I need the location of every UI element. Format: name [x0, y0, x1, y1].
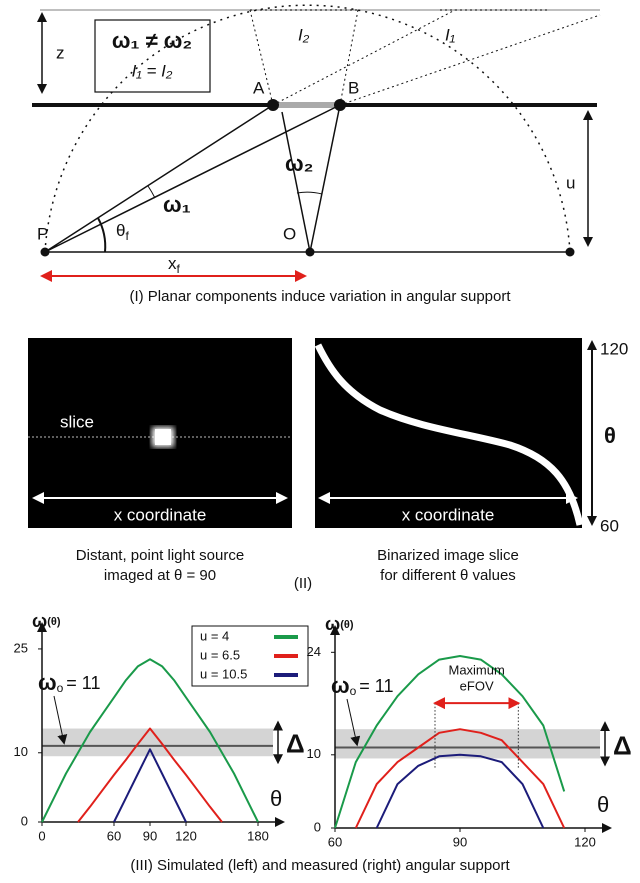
- value-text: = 11: [66, 673, 100, 693]
- delta-band: [42, 729, 273, 757]
- delta-label: Δ: [613, 730, 632, 760]
- caption-left-1: Distant, point light source: [76, 547, 244, 564]
- point-b: [334, 99, 346, 111]
- slice-label: slice: [60, 412, 94, 431]
- omega2-label: ω₂: [285, 151, 313, 176]
- y-tick-label: 24: [307, 644, 321, 659]
- x-axis-label: θ: [597, 792, 609, 817]
- y-tick-label: 0: [314, 819, 321, 834]
- value-text: = 11: [359, 676, 393, 696]
- z-label: z: [56, 43, 65, 62]
- part-2: slice x coordinate Distant, point light …: [28, 338, 628, 592]
- y-axis-label: ω(θ): [325, 614, 354, 634]
- y-tick-label: 10: [14, 744, 28, 759]
- caption-left-2: imaged at θ = 90: [104, 567, 216, 584]
- scale-top: 120: [600, 339, 628, 358]
- omega1-label: ω₁: [163, 192, 191, 217]
- legend-label: u = 6.5: [200, 647, 240, 662]
- series-line: [377, 755, 544, 828]
- u-label: u: [566, 173, 575, 192]
- symbol: ω: [331, 673, 350, 698]
- caption-right-2: for different θ values: [380, 567, 516, 584]
- subscript: o: [57, 681, 64, 695]
- symbol: θ: [116, 221, 125, 240]
- x-tick-label: 120: [175, 828, 197, 843]
- label-b: B: [348, 78, 359, 97]
- label-p: P: [37, 224, 48, 243]
- label-a: A: [253, 78, 265, 97]
- light-spot-core: [155, 429, 171, 445]
- caption-3: (III) Simulated (left) and measured (rig…: [130, 857, 510, 874]
- reference-label: ωo= 11: [38, 670, 100, 695]
- x-coordinate-right: x coordinate: [402, 505, 495, 524]
- subscript: o: [350, 684, 357, 698]
- x-tick-label: 120: [574, 834, 596, 849]
- point-end: [566, 248, 575, 257]
- i1-label: I₁: [445, 25, 455, 44]
- omega2-arc: [297, 192, 322, 194]
- symbol: ω: [325, 614, 340, 634]
- point-p: [41, 248, 50, 257]
- x-f-label: xf: [168, 254, 181, 276]
- point-a: [267, 99, 279, 111]
- x-tick-label: 90: [453, 834, 467, 849]
- legend-label: u = 4: [200, 628, 229, 643]
- subscript: f: [177, 262, 181, 276]
- caption-right-1: Binarized image slice: [377, 547, 519, 564]
- x-tick-label: 60: [107, 828, 121, 843]
- efov-label: eFOV: [460, 679, 494, 694]
- y-tick-label: 10: [307, 746, 321, 761]
- part-2-label: (II): [294, 575, 312, 592]
- symbol: ω: [38, 670, 57, 695]
- point-o: [306, 248, 315, 257]
- cone-i1: [273, 10, 600, 105]
- reference-label: ωo= 11: [331, 673, 393, 698]
- x-tick-label: 60: [328, 834, 342, 849]
- symbol: ω: [32, 611, 47, 631]
- omega1-arc: [148, 186, 155, 198]
- omega-inequality: ω₁ ≠ ω₂: [112, 28, 192, 53]
- intensity-equality: I₁ = I₂: [132, 61, 173, 80]
- y-axis-label: ω(θ): [32, 611, 61, 631]
- delta-label: Δ: [286, 729, 305, 759]
- x-coordinate-left: x coordinate: [114, 505, 207, 524]
- label-o: O: [283, 224, 296, 243]
- subscript: (θ): [47, 616, 61, 628]
- theta-f-label: θf: [116, 221, 129, 243]
- subscript: (θ): [340, 619, 354, 631]
- x-tick-label: 0: [38, 828, 45, 843]
- scale-theta: θ: [604, 423, 616, 448]
- caption-1: (I) Planar components induce variation i…: [129, 288, 511, 305]
- x-tick-label: 180: [247, 828, 269, 843]
- i2-label: I₂: [298, 25, 310, 44]
- x-tick-label: 90: [143, 828, 157, 843]
- y-tick-label: 25: [14, 640, 28, 655]
- cone-i2: [250, 10, 358, 105]
- part-1: z ω₁ ≠ ω₂ I₁ = I₂ I₂ I₁ A B P O ω₁ ω₂ θf…: [32, 5, 600, 305]
- x-axis-label: θ: [270, 786, 282, 811]
- scale-bottom: 60: [600, 516, 619, 535]
- efov-label: Maximum: [448, 663, 504, 678]
- figure: z ω₁ ≠ ω₂ I₁ = I₂ I₂ I₁ A B P O ω₁ ω₂ θf…: [0, 0, 640, 883]
- y-tick-label: 0: [21, 813, 28, 828]
- subscript: f: [125, 229, 129, 243]
- delta-band: [335, 729, 600, 758]
- legend-label: u = 10.5: [200, 666, 247, 681]
